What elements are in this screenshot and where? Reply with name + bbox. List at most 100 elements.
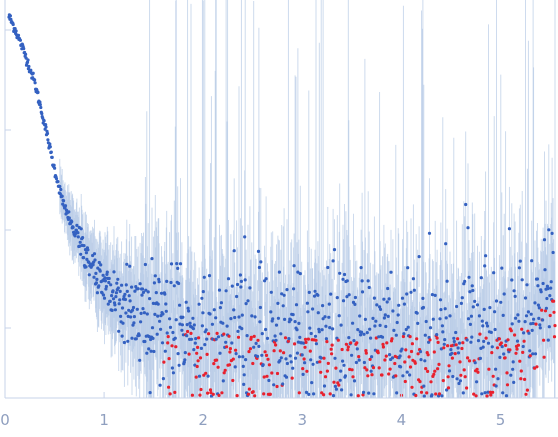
data-point bbox=[60, 194, 64, 198]
negative-data-point bbox=[247, 350, 251, 354]
data-point bbox=[285, 288, 289, 292]
negative-data-point bbox=[394, 374, 398, 378]
data-point bbox=[496, 377, 500, 381]
data-point bbox=[101, 273, 105, 277]
data-point bbox=[281, 304, 285, 308]
data-point bbox=[417, 255, 421, 259]
data-point bbox=[339, 323, 343, 327]
data-point bbox=[141, 307, 145, 311]
data-point bbox=[485, 321, 489, 325]
data-point bbox=[294, 303, 299, 307]
data-point bbox=[317, 327, 321, 331]
negative-data-point bbox=[173, 390, 177, 394]
data-point bbox=[300, 353, 304, 357]
data-point bbox=[224, 289, 228, 293]
negative-data-point bbox=[325, 369, 329, 373]
negative-data-point bbox=[488, 390, 492, 394]
data-point bbox=[245, 334, 249, 338]
data-point bbox=[244, 358, 248, 362]
negative-data-point bbox=[525, 388, 530, 392]
data-point bbox=[149, 337, 153, 342]
data-point bbox=[438, 317, 442, 321]
data-point bbox=[272, 383, 276, 387]
data-point bbox=[8, 14, 12, 18]
data-point bbox=[183, 358, 187, 362]
data-point bbox=[380, 335, 385, 339]
data-point bbox=[26, 58, 30, 62]
data-point bbox=[513, 294, 517, 298]
data-point bbox=[67, 210, 71, 214]
negative-data-point bbox=[293, 342, 297, 346]
data-point bbox=[476, 339, 481, 343]
negative-data-point bbox=[170, 344, 174, 348]
data-point bbox=[131, 305, 136, 310]
negative-data-point bbox=[275, 371, 280, 376]
data-point bbox=[375, 303, 379, 307]
negative-data-point bbox=[323, 375, 328, 379]
data-point bbox=[541, 281, 545, 286]
negative-data-point bbox=[459, 373, 463, 377]
negative-data-point bbox=[236, 335, 241, 339]
negative-data-point bbox=[409, 349, 414, 354]
data-point bbox=[273, 334, 277, 338]
data-point bbox=[278, 359, 282, 363]
data-point bbox=[276, 316, 280, 320]
negative-data-point bbox=[197, 336, 201, 340]
negative-data-point bbox=[436, 340, 440, 344]
data-point bbox=[470, 335, 474, 339]
data-point bbox=[241, 355, 245, 359]
data-point bbox=[206, 374, 210, 378]
data-point bbox=[350, 353, 354, 357]
data-point bbox=[342, 363, 346, 367]
negative-data-point bbox=[542, 355, 546, 359]
data-point bbox=[237, 355, 241, 359]
data-point bbox=[444, 242, 448, 246]
data-point bbox=[255, 354, 260, 358]
negative-data-point bbox=[548, 313, 552, 318]
data-point bbox=[71, 225, 75, 229]
negative-data-point bbox=[503, 356, 507, 360]
negative-data-point bbox=[371, 366, 376, 370]
data-point bbox=[264, 277, 268, 281]
data-point bbox=[450, 351, 454, 355]
data-point bbox=[524, 314, 529, 318]
data-point bbox=[92, 252, 97, 256]
data-point bbox=[511, 360, 515, 364]
negative-data-point bbox=[436, 367, 440, 371]
data-point bbox=[523, 296, 528, 300]
data-point bbox=[401, 374, 405, 378]
data-point bbox=[549, 286, 553, 290]
negative-data-point bbox=[211, 392, 215, 396]
data-point bbox=[362, 332, 366, 336]
negative-data-point bbox=[303, 337, 308, 341]
negative-data-point bbox=[263, 350, 267, 354]
negative-data-point bbox=[475, 367, 479, 371]
data-point bbox=[52, 163, 56, 167]
data-point bbox=[42, 119, 46, 123]
data-point bbox=[138, 358, 142, 362]
data-point bbox=[203, 343, 207, 347]
data-point bbox=[259, 260, 263, 264]
data-point bbox=[358, 314, 362, 318]
negative-data-point bbox=[401, 334, 405, 339]
data-point bbox=[208, 312, 212, 316]
negative-data-point bbox=[187, 352, 191, 356]
negative-data-point bbox=[266, 357, 270, 361]
negative-data-point bbox=[344, 342, 348, 346]
negative-data-point bbox=[487, 367, 491, 371]
data-point bbox=[148, 391, 152, 395]
negative-data-point bbox=[198, 356, 203, 360]
data-point bbox=[382, 316, 386, 320]
negative-data-point bbox=[453, 352, 457, 356]
data-point bbox=[240, 313, 244, 317]
negative-data-point bbox=[278, 349, 282, 353]
data-point bbox=[165, 279, 169, 283]
data-point bbox=[406, 325, 410, 329]
data-point bbox=[116, 277, 120, 281]
data-point bbox=[180, 323, 184, 327]
data-point bbox=[509, 373, 513, 377]
data-point bbox=[352, 379, 357, 383]
data-point bbox=[369, 336, 373, 340]
data-point bbox=[421, 305, 425, 310]
negative-data-point bbox=[467, 359, 472, 363]
